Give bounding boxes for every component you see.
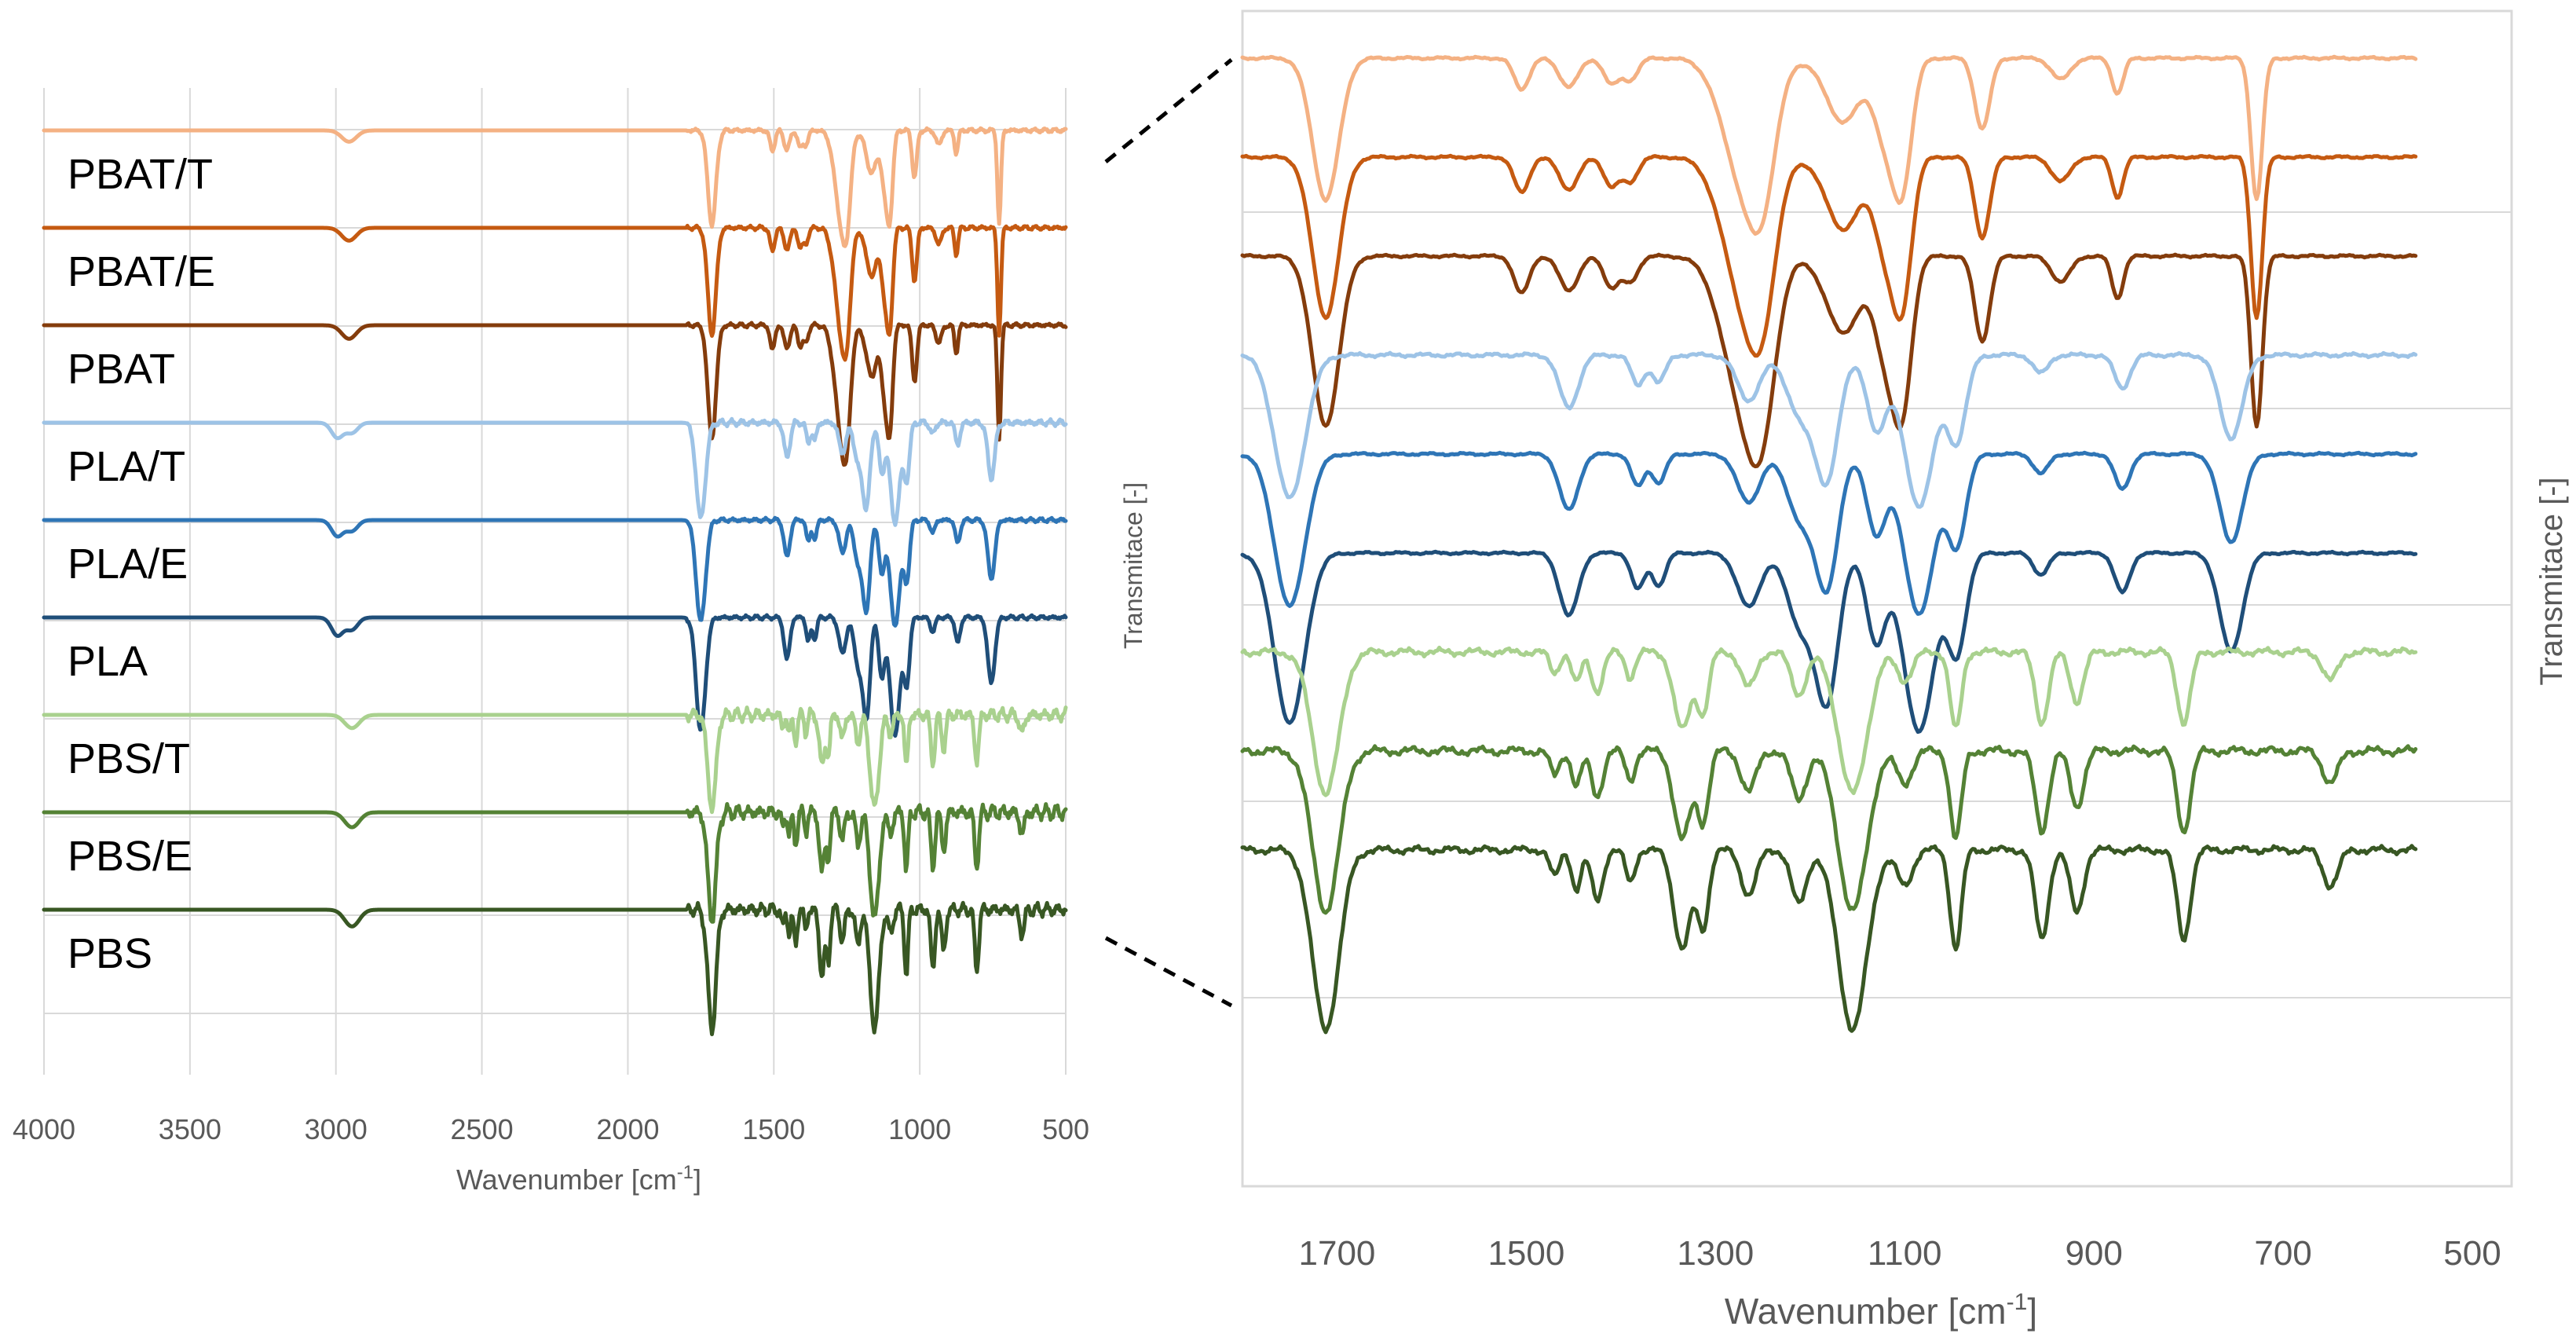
left-x-tick-500: 500	[1042, 1113, 1089, 1145]
right-x-axis-label-sup: -1	[2007, 1289, 2028, 1315]
right-x-tick-1300: 1300	[1677, 1234, 1754, 1273]
right-trace-pbat-e	[1240, 153, 2418, 358]
right-trace-pla-e	[1240, 450, 2418, 616]
right-x-tick-700: 700	[2254, 1234, 2311, 1273]
right-x-tick-labels: 1700 1500 1300 1100 900 700 500	[1299, 1234, 2501, 1273]
right-x-axis-label-text: Wavenumber [cm	[1725, 1291, 2007, 1332]
series-label-pla: PLA	[68, 638, 148, 685]
series-label-pbs: PBS	[68, 930, 152, 977]
series-label-pbat: PBAT	[68, 346, 175, 393]
left-x-axis-label: Wavenumber [cm-1]	[456, 1162, 701, 1196]
right-trace-pla-t	[1240, 350, 2418, 509]
left-trace-pbs	[42, 900, 1068, 1036]
series-label-pbs-e: PBS/E	[68, 833, 192, 880]
series-label-pla-t: PLA/T	[68, 443, 185, 490]
left-trace-pbat	[42, 321, 1068, 467]
left-series-traces	[42, 126, 1068, 1036]
left-x-tick-3000: 3000	[305, 1113, 368, 1145]
left-x-tick-2500: 2500	[451, 1113, 514, 1145]
left-x-tick-2000: 2000	[596, 1113, 659, 1145]
right-plot-frame	[1241, 9, 2513, 1188]
left-trace-pbs-t	[42, 705, 1068, 815]
left-y-axis-label: Transmitace [-]	[1119, 482, 1147, 649]
right-gridlines	[1242, 211, 2512, 998]
left-trace-pla-t	[42, 416, 1068, 527]
left-x-tick-1000: 1000	[888, 1113, 951, 1145]
series-label-pbs-t: PBS/T	[68, 735, 190, 782]
zoom-connector-bottom	[1104, 936, 1233, 1008]
right-x-tick-1700: 1700	[1299, 1234, 1376, 1273]
left-gridlines	[43, 88, 1067, 1075]
series-label-pla-e: PLA/E	[68, 540, 188, 588]
fingerprint-zoom-panel: 1700 1500 1300 1100 900 700 500 Wavenumber [cm…	[1240, 9, 2569, 1332]
right-x-tick-1100: 1100	[1868, 1234, 1942, 1273]
right-x-tick-1500: 1500	[1487, 1234, 1564, 1273]
left-trace-pla-e	[42, 515, 1068, 628]
right-x-tick-500: 500	[2443, 1234, 2501, 1273]
left-x-tick-1500: 1500	[742, 1113, 805, 1145]
right-y-axis-label: Transmitace [-]	[2534, 477, 2569, 685]
series-label-pbat-t: PBAT/T	[68, 151, 213, 198]
left-x-tick-3500: 3500	[159, 1113, 221, 1145]
left-series-labels: PBAT/T PBAT/E PBAT PLA/T PLA/E PLA PBS/T PBS/E P…	[68, 151, 215, 977]
right-trace-pbs	[1240, 844, 2418, 1035]
left-x-tick-4000: 4000	[13, 1113, 75, 1145]
left-trace-pbs-e	[42, 802, 1068, 924]
right-trace-pbat-t	[1240, 54, 2418, 236]
left-x-axis-label-text: Wavenumber [cm	[456, 1163, 677, 1196]
right-trace-pbat	[1240, 252, 2418, 469]
left-x-tick-labels: 4000 3500 3000 2500 2000 1500 1000 500	[13, 1113, 1089, 1145]
right-x-tick-900: 900	[2065, 1234, 2122, 1273]
series-label-pbat-e: PBAT/E	[68, 248, 215, 295]
right-trace-pbs-t	[1240, 645, 2418, 797]
left-trace-pbat-e	[42, 223, 1068, 362]
right-trace-pbs-e	[1240, 744, 2418, 915]
full-spectrum-panel: PBAT/T PBAT/E PBAT PLA/T PLA/E PLA PBS/T PBS/E P…	[13, 88, 1147, 1196]
left-x-axis-label-sup: -1	[677, 1162, 693, 1183]
left-trace-pbat-t	[42, 126, 1068, 248]
left-trace-pla	[42, 613, 1068, 738]
zoom-connector-top	[1104, 58, 1233, 163]
right-x-axis-label: Wavenumber [cm-1]	[1725, 1289, 2037, 1332]
right-series-traces	[1240, 54, 2418, 1035]
left-x-axis-label-suffix: ]	[693, 1163, 701, 1196]
right-x-axis-label-suffix: ]	[2027, 1291, 2037, 1332]
right-trace-pla	[1240, 549, 2418, 735]
